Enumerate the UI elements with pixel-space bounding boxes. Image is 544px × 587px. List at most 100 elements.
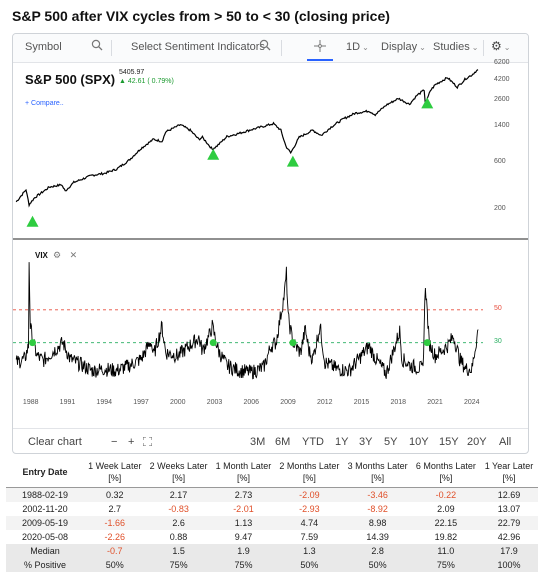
range-button-3y[interactable]: 3Y bbox=[359, 436, 373, 448]
signal-marker-4 bbox=[421, 97, 434, 109]
table-cell: 8.98 bbox=[343, 516, 412, 530]
search-icon[interactable] bbox=[259, 39, 271, 54]
table-cell: 2.73 bbox=[211, 487, 276, 502]
range-button-10y[interactable]: 10Y bbox=[409, 436, 429, 448]
table-cell: 17.9 bbox=[479, 544, 538, 558]
zoom-in-button[interactable]: + bbox=[128, 436, 135, 448]
time-axis-tick: 2009 bbox=[280, 399, 296, 406]
range-button-20y[interactable]: 20Y bbox=[467, 436, 487, 448]
table-cell: 13.07 bbox=[497, 504, 521, 514]
spx-price-line bbox=[15, 69, 479, 208]
time-axis-tick: 1994 bbox=[96, 399, 112, 406]
symbol-input[interactable]: Symbol bbox=[25, 41, 62, 53]
interval-dropdown[interactable]: 1D ⌄ bbox=[346, 41, 369, 53]
table-row: 2009-05-19 -1.66 2.6 1.13 4.74 8.98 22.15 22.79 bbox=[6, 516, 538, 530]
signal-marker-1 bbox=[26, 215, 39, 227]
time-axis-tick: 2018 bbox=[390, 399, 407, 406]
table-cell: 100% bbox=[479, 558, 538, 572]
table-cell: -2.26 bbox=[104, 532, 126, 542]
studies-label: Studies bbox=[433, 41, 470, 53]
fit-screen-icon[interactable] bbox=[142, 436, 153, 449]
range-button-15y[interactable]: 15Y bbox=[439, 436, 459, 448]
chart-toolbar: Symbol Select Sentiment Indicators 1D ⌄ D… bbox=[13, 34, 528, 63]
zoom-out-button[interactable]: − bbox=[111, 436, 118, 448]
vix-pane-controls: ⚙ ✕ bbox=[53, 250, 77, 261]
vix-line bbox=[15, 262, 479, 380]
price-axis-tick: 600 bbox=[494, 158, 506, 166]
vix-signal-marker-4 bbox=[423, 339, 431, 347]
studies-dropdown[interactable]: Studies ⌄ bbox=[433, 41, 478, 53]
gear-icon: ⚙ bbox=[491, 39, 502, 53]
table-cell: -2.01 bbox=[233, 504, 254, 514]
interval-label: 1D bbox=[346, 41, 361, 53]
table-cell: 22.79 bbox=[479, 516, 538, 530]
table-row: 1988-02-19 0.32 2.17 2.73 -2.09 -3.46 -0.22 12.… bbox=[6, 487, 538, 502]
price-axis-tick: 1400 bbox=[494, 122, 510, 130]
table-cell: 0.88 bbox=[169, 532, 188, 542]
table-cell: 1.9 bbox=[211, 544, 276, 558]
table-cell: 2.7 bbox=[108, 504, 122, 514]
column-header: 6 Months Later [%] bbox=[411, 457, 480, 488]
time-axis-tick: 2021 bbox=[427, 399, 443, 406]
toolbar-divider bbox=[111, 40, 112, 56]
sentiment-indicator-select[interactable]: Select Sentiment Indicators bbox=[131, 41, 265, 53]
table-cell: 75% bbox=[145, 558, 212, 572]
crosshair-active-indicator bbox=[307, 59, 333, 61]
toolbar-divider bbox=[281, 40, 282, 56]
table-cell: 7.59 bbox=[300, 532, 319, 542]
vix-signal-marker-3 bbox=[289, 339, 297, 347]
table-cell: -2.09 bbox=[275, 487, 344, 502]
range-button-5y[interactable]: 5Y bbox=[384, 436, 398, 448]
table-row: 2002-11-20 2.7 -0.83 -2.01 -2.93 -8.92 2.09 13.… bbox=[6, 502, 538, 516]
table-cell: 50% bbox=[275, 558, 344, 572]
time-axis-tick: 2006 bbox=[243, 399, 260, 406]
row-label: Median bbox=[6, 544, 84, 558]
table-cell: 2.09 bbox=[437, 504, 455, 514]
clear-chart-button[interactable]: Clear chart bbox=[28, 436, 82, 448]
chevron-down-icon: ⌄ bbox=[471, 43, 479, 52]
table-cell: 19.82 bbox=[434, 532, 458, 542]
table-cell: 14.39 bbox=[366, 532, 389, 542]
search-icon[interactable] bbox=[91, 39, 103, 54]
row-label: 1988-02-19 bbox=[6, 487, 84, 502]
range-button-3m[interactable]: 3M bbox=[250, 436, 266, 448]
chevron-down-icon: ⌄ bbox=[362, 43, 369, 52]
compare-button[interactable]: + Compare.. bbox=[25, 100, 64, 107]
table-cell: 22.15 bbox=[411, 516, 480, 530]
time-axis-tick: 2003 bbox=[206, 399, 223, 406]
column-header: 3 Months Later [%] bbox=[343, 457, 412, 488]
table-cell: -0.83 bbox=[168, 504, 189, 514]
table-cell: -0.22 bbox=[411, 487, 480, 502]
table-cell: 2.17 bbox=[145, 487, 212, 502]
time-axis-tick: 1991 bbox=[59, 399, 76, 406]
price-axis-tick: 4200 bbox=[494, 75, 510, 83]
time-axis-tick: 1997 bbox=[133, 399, 149, 406]
time-axis-tick: 1988 bbox=[22, 399, 39, 406]
table-cell: 11.0 bbox=[411, 544, 480, 558]
table-cell: -3.46 bbox=[343, 487, 412, 502]
table-cell: 0.32 bbox=[84, 487, 146, 502]
table-cell: 42.96 bbox=[497, 532, 521, 542]
column-header: 1 Year Later [%] bbox=[479, 457, 538, 488]
crosshair-icon[interactable] bbox=[312, 38, 328, 57]
range-button-all[interactable]: All bbox=[499, 436, 512, 448]
display-label: Display bbox=[381, 41, 418, 53]
table-cell: 75% bbox=[211, 558, 276, 572]
display-dropdown[interactable]: Display ⌄ bbox=[381, 41, 426, 53]
table-header-row: Entry Date 1 Week Later [%] 2 Weeks Later … bbox=[6, 457, 538, 488]
table-cell: -0.7 bbox=[84, 544, 146, 558]
table-cell: 2.8 bbox=[343, 544, 412, 558]
toolbar-divider bbox=[483, 40, 484, 56]
price-axis-tick: 6200 bbox=[494, 59, 510, 66]
range-button-ytd[interactable]: YTD bbox=[302, 436, 324, 448]
range-button-1y[interactable]: 1Y bbox=[335, 436, 349, 448]
table-cell: 1.13 bbox=[211, 516, 276, 530]
range-button-6m[interactable]: 6M bbox=[275, 436, 291, 448]
close-icon[interactable]: ✕ bbox=[69, 250, 78, 260]
table-cell: 2.6 bbox=[145, 516, 212, 530]
chart-canvas[interactable] bbox=[13, 34, 528, 424]
range-bar: Clear chart − + 3M 6M YTD 1Y 3Y 5Y 10Y 15Y 20Y Al… bbox=[13, 428, 528, 453]
table-cell: -8.92 bbox=[367, 504, 388, 514]
gear-icon[interactable]: ⚙ bbox=[53, 250, 62, 260]
settings-dropdown[interactable]: ⚙ ⌄ bbox=[491, 39, 510, 53]
